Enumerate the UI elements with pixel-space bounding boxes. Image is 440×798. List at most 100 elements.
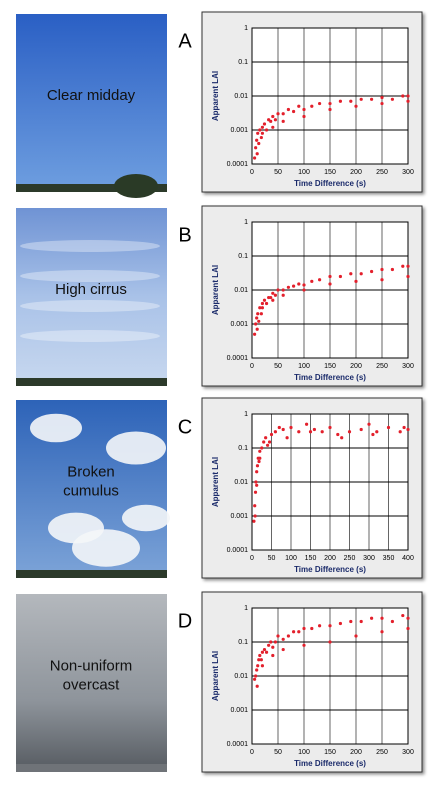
point — [257, 141, 261, 146]
point — [328, 107, 332, 112]
point — [318, 101, 322, 106]
point — [256, 312, 260, 316]
point — [406, 94, 410, 98]
point — [260, 131, 264, 135]
point — [380, 616, 384, 620]
x-tick-label: 200 — [350, 169, 362, 176]
point — [271, 291, 275, 295]
y-tick-label: 0.1 — [238, 253, 248, 260]
y-tick-label: 0.01 — [234, 93, 248, 100]
point — [359, 619, 363, 624]
point — [370, 269, 374, 274]
point — [297, 630, 301, 634]
y-tick-label: 0.01 — [234, 673, 248, 680]
point — [406, 616, 410, 620]
point — [258, 449, 262, 453]
point — [292, 630, 296, 634]
y-tick-label: 0.1 — [238, 445, 248, 452]
point — [271, 298, 275, 302]
point — [354, 279, 358, 283]
point — [264, 128, 269, 132]
panel-letter: B — [178, 224, 191, 246]
y-axis-label: Apparent LAI — [211, 457, 220, 507]
point — [255, 464, 260, 468]
x-tick-label: 250 — [376, 363, 388, 370]
y-tick-label: 1 — [244, 605, 248, 612]
photo-label: Broken — [67, 463, 115, 480]
point — [398, 430, 402, 434]
point — [340, 436, 344, 440]
point — [310, 104, 314, 108]
y-axis-label: Apparent LAI — [211, 651, 220, 701]
cloud — [122, 504, 170, 532]
x-tick-label: 0 — [250, 363, 254, 370]
point — [386, 425, 391, 430]
y-tick-label: 0.001 — [230, 321, 248, 328]
x-tick-label: 100 — [298, 749, 310, 756]
point — [359, 97, 363, 101]
point — [267, 440, 272, 444]
point — [281, 112, 285, 116]
cirrus — [20, 330, 160, 342]
sky-photo — [16, 594, 167, 772]
y-tick-label: 0.01 — [234, 479, 248, 486]
point — [286, 634, 290, 638]
x-tick-label: 50 — [274, 169, 282, 176]
x-tick-label: 0 — [250, 169, 254, 176]
x-tick-label: 200 — [350, 363, 362, 370]
point — [390, 267, 394, 272]
point — [406, 99, 410, 103]
panel-letter: C — [178, 416, 192, 438]
point — [257, 319, 261, 323]
y-tick-label: 0.001 — [230, 707, 248, 714]
point — [390, 619, 394, 624]
point — [318, 278, 322, 282]
x-tick-label: 350 — [383, 555, 395, 562]
y-tick-label: 1 — [244, 25, 248, 32]
point — [276, 634, 280, 638]
point — [253, 490, 258, 494]
x-tick-label: 50 — [268, 555, 276, 562]
point — [297, 430, 301, 434]
point — [253, 677, 257, 681]
point — [349, 99, 353, 103]
x-tick-label: 250 — [376, 749, 388, 756]
point — [401, 94, 405, 98]
x-tick-label: 0 — [250, 749, 254, 756]
point — [281, 647, 285, 652]
x-tick-label: 100 — [285, 555, 297, 562]
point — [406, 427, 410, 432]
point — [320, 430, 324, 434]
panel-letter: D — [178, 610, 192, 632]
point — [262, 647, 267, 652]
point — [338, 621, 342, 626]
point — [308, 430, 313, 434]
point — [255, 684, 259, 688]
x-tick-label: 200 — [350, 749, 362, 756]
point — [281, 119, 285, 123]
point — [260, 125, 264, 129]
point — [256, 131, 260, 135]
point — [292, 284, 296, 288]
point — [269, 295, 273, 300]
point — [271, 645, 275, 649]
point — [370, 616, 374, 620]
horizon — [16, 184, 167, 192]
point — [269, 432, 274, 437]
cirrus — [20, 240, 160, 252]
point — [406, 264, 410, 268]
point — [258, 306, 262, 310]
point — [273, 430, 277, 434]
y-tick-label: 1 — [244, 219, 248, 226]
point — [253, 332, 257, 336]
point — [297, 282, 301, 286]
point — [257, 459, 261, 464]
x-tick-label: 400 — [402, 555, 414, 562]
point — [328, 274, 332, 279]
point — [370, 97, 374, 101]
x-tick-label: 300 — [363, 555, 375, 562]
point — [277, 425, 281, 430]
point — [349, 272, 353, 276]
photo-label: Clear midday — [47, 87, 136, 104]
point — [281, 293, 285, 297]
